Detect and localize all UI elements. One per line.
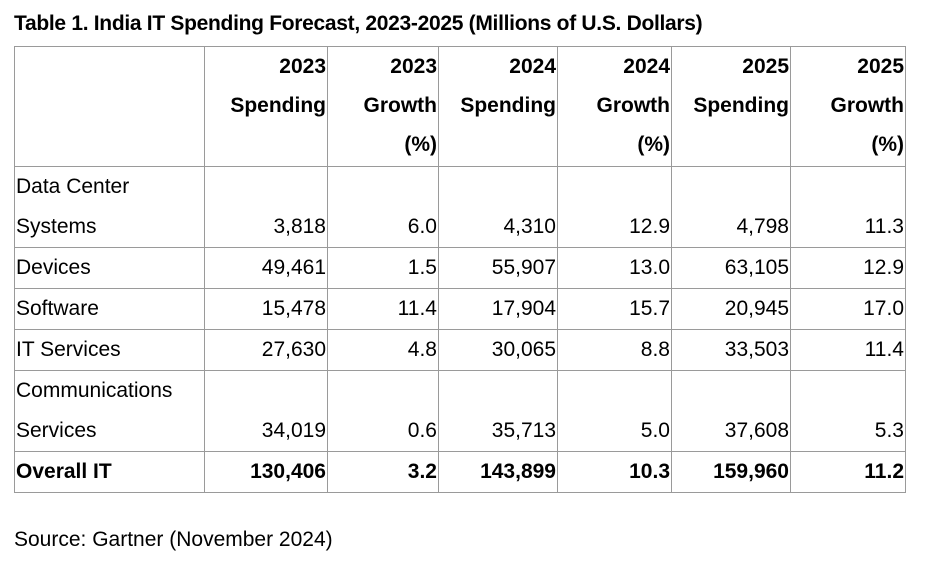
header-row: 2023 Spending 2023 Growth (%) 2024 Spending … (14, 46, 906, 167)
cell-2023-growth: 0.6 (327, 370, 439, 452)
row-label: Devices (14, 247, 205, 289)
cell-2024-spending: 17,904 (438, 288, 558, 330)
row-label: Software (14, 288, 205, 330)
cell-2024-spending: 30,065 (438, 329, 558, 371)
cell-2024-spending: 35,713 (438, 370, 558, 452)
header-corner (14, 46, 205, 167)
cell-2025-spending: 4,798 (671, 166, 791, 248)
cell-2025-spending: 20,945 (671, 288, 791, 330)
cell-2024-growth: 10.3 (557, 451, 672, 493)
cell-2024-spending: 143,899 (438, 451, 558, 493)
cell-2024-growth: 15.7 (557, 288, 672, 330)
cell-2024-growth: 8.8 (557, 329, 672, 371)
cell-2025-growth: 11.3 (790, 166, 906, 248)
cell-2025-spending: 63,105 (671, 247, 791, 289)
cell-2023-growth: 4.8 (327, 329, 439, 371)
header-2023-spending: 2023 Spending (204, 46, 328, 167)
table-title: Table 1. India IT Spending Forecast, 202… (14, 12, 703, 35)
it-spending-table: 2023 Spending 2023 Growth (%) 2024 Spending … (14, 46, 906, 493)
cell-2023-spending: 27,630 (204, 329, 328, 371)
cell-2023-spending: 3,818 (204, 166, 328, 248)
header-2025-spending: 2025 Spending (671, 46, 791, 167)
row-label: Communications Services (14, 370, 205, 452)
table-row: Communications Services 34,019 0.6 35,713… (14, 370, 906, 452)
cell-2023-growth: 3.2 (327, 451, 439, 493)
cell-2024-growth: 5.0 (557, 370, 672, 452)
cell-2025-growth: 5.3 (790, 370, 906, 452)
header-2024-growth: 2024 Growth (%) (557, 46, 672, 167)
table-row: Data Center Systems 3,818 6.0 4,310 12.9 … (14, 166, 906, 248)
cell-2025-spending: 33,503 (671, 329, 791, 371)
row-label: IT Services (14, 329, 205, 371)
cell-2023-spending: 49,461 (204, 247, 328, 289)
cell-2023-spending: 34,019 (204, 370, 328, 452)
row-label: Data Center Systems (14, 166, 205, 248)
row-label: Overall IT (14, 451, 205, 493)
header-2025-growth: 2025 Growth (%) (790, 46, 906, 167)
table-row: Devices 49,461 1.5 55,907 13.0 63,105 12… (14, 247, 906, 289)
cell-2025-spending: 159,960 (671, 451, 791, 493)
table-row: Software 15,478 11.4 17,904 15.7 20,945 … (14, 288, 906, 330)
cell-2023-growth: 1.5 (327, 247, 439, 289)
cell-2024-spending: 55,907 (438, 247, 558, 289)
table-row: IT Services 27,630 4.8 30,065 8.8 33,503… (14, 329, 906, 371)
cell-2024-growth: 12.9 (557, 166, 672, 248)
cell-2025-growth: 11.4 (790, 329, 906, 371)
cell-2025-growth: 17.0 (790, 288, 906, 330)
cell-2025-spending: 37,608 (671, 370, 791, 452)
cell-2025-growth: 11.2 (790, 451, 906, 493)
header-2024-spending: 2024 Spending (438, 46, 558, 167)
cell-2023-growth: 6.0 (327, 166, 439, 248)
cell-2024-growth: 13.0 (557, 247, 672, 289)
cell-2024-spending: 4,310 (438, 166, 558, 248)
cell-2025-growth: 12.9 (790, 247, 906, 289)
header-2023-growth: 2023 Growth (%) (327, 46, 439, 167)
cell-2023-spending: 130,406 (204, 451, 328, 493)
cell-2023-spending: 15,478 (204, 288, 328, 330)
cell-2023-growth: 11.4 (327, 288, 439, 330)
total-row: Overall IT 130,406 3.2 143,899 10.3 159,… (14, 451, 906, 493)
source-note: Source: Gartner (November 2024) (14, 528, 333, 551)
